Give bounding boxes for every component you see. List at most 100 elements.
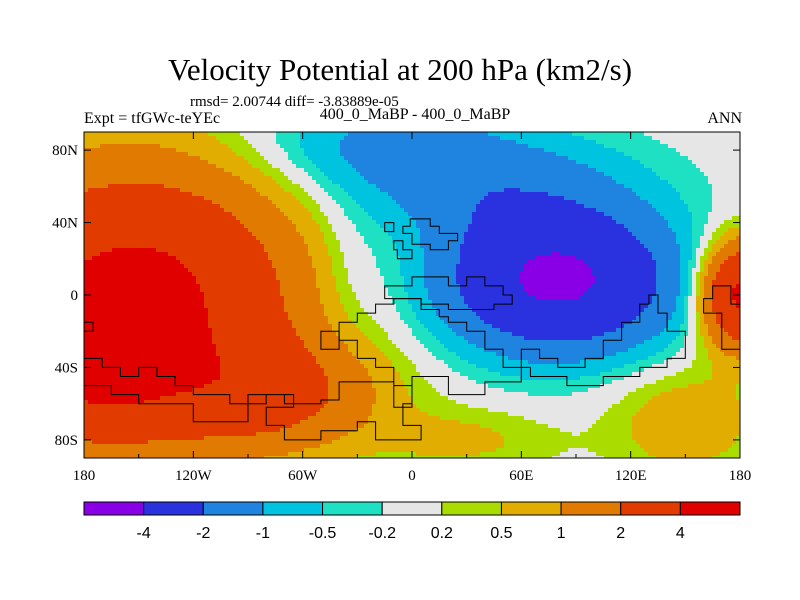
contour-cell	[288, 164, 293, 169]
contour-cell	[152, 220, 157, 225]
contour-cell	[512, 232, 517, 237]
contour-cell	[212, 152, 217, 157]
contour-cell	[292, 136, 297, 141]
contour-cell	[540, 132, 545, 137]
contour-cell	[496, 196, 501, 201]
contour-cell	[452, 156, 457, 161]
contour-cell	[460, 224, 465, 229]
contour-cell	[292, 176, 297, 181]
contour-cell	[152, 152, 157, 157]
contour-cell	[108, 252, 113, 257]
contour-cell	[160, 204, 165, 209]
contour-cell	[420, 220, 425, 225]
contour-cell	[156, 224, 161, 229]
contour-cell	[580, 180, 585, 185]
contour-cell	[384, 176, 389, 181]
contour-cell	[492, 228, 497, 233]
contour-cell	[664, 248, 669, 253]
contour-cell	[636, 200, 641, 205]
contour-cell	[708, 200, 713, 205]
contour-cell	[484, 184, 489, 189]
contour-cell	[712, 212, 717, 217]
contour-cell	[216, 212, 221, 217]
contour-cell	[364, 152, 369, 157]
contour-cell	[556, 164, 561, 169]
contour-cell	[504, 144, 509, 149]
contour-cell	[404, 152, 409, 157]
contour-cell	[100, 196, 105, 201]
contour-cell	[84, 156, 89, 161]
contour-cell	[172, 252, 177, 257]
contour-cell	[568, 168, 573, 173]
contour-cell	[332, 160, 337, 165]
contour-cell	[720, 184, 725, 189]
contour-cell	[336, 180, 341, 185]
contour-cell	[624, 196, 629, 201]
contour-cell	[504, 240, 509, 245]
contour-cell	[348, 184, 353, 189]
contour-cell	[448, 240, 453, 245]
contour-cell	[524, 196, 529, 201]
contour-cell	[400, 212, 405, 217]
contour-cell	[612, 132, 617, 137]
contour-cell	[160, 132, 165, 137]
contour-cell	[692, 140, 697, 145]
contour-cell	[204, 156, 209, 161]
contour-cell	[668, 232, 673, 237]
contour-cell	[376, 216, 381, 221]
contour-cell	[120, 208, 125, 213]
contour-cell	[596, 164, 601, 169]
contour-cell	[700, 224, 705, 229]
contour-cell	[540, 176, 545, 181]
contour-cell	[520, 136, 525, 141]
contour-cell	[240, 176, 245, 181]
contour-cell	[632, 216, 637, 221]
contour-cell	[316, 164, 321, 169]
contour-cell	[92, 164, 97, 169]
contour-cell	[604, 152, 609, 157]
contour-cell	[616, 152, 621, 157]
contour-cell	[444, 148, 449, 153]
contour-cell	[180, 188, 185, 193]
contour-cell	[208, 224, 213, 229]
contour-cell	[104, 208, 109, 213]
contour-cell	[552, 208, 557, 213]
contour-cell	[424, 232, 429, 237]
contour-cell	[308, 168, 313, 173]
contour-cell	[508, 176, 513, 181]
contour-cell	[388, 212, 393, 217]
contour-cell	[600, 244, 605, 249]
contour-cell	[568, 208, 573, 213]
contour-cell	[180, 172, 185, 177]
contour-cell	[632, 140, 637, 145]
contour-cell	[424, 164, 429, 169]
contour-cell	[96, 176, 101, 181]
contour-cell	[532, 208, 537, 213]
contour-cell	[520, 176, 525, 181]
contour-cell	[128, 168, 133, 173]
contour-cell	[352, 232, 357, 237]
contour-cell	[640, 132, 645, 137]
contour-cell	[192, 228, 197, 233]
contour-cell	[464, 248, 469, 253]
contour-cell	[176, 184, 181, 189]
contour-cell	[564, 132, 569, 137]
contour-cell	[336, 248, 341, 253]
contour-cell	[408, 176, 413, 181]
contour-cell	[588, 240, 593, 245]
contour-cell	[312, 140, 317, 145]
contour-cell	[356, 160, 361, 165]
contour-cell	[180, 176, 185, 181]
contour-cell	[224, 208, 229, 213]
contour-cell	[356, 164, 361, 169]
contour-cell	[512, 244, 517, 249]
contour-cell	[600, 160, 605, 165]
contour-cell	[524, 176, 529, 181]
contour-cell	[544, 220, 549, 225]
contour-cell	[648, 188, 653, 193]
contour-cell	[248, 224, 253, 229]
contour-cell	[196, 160, 201, 165]
contour-cell	[676, 140, 681, 145]
contour-cell	[340, 200, 345, 205]
contour-cell	[492, 172, 497, 177]
